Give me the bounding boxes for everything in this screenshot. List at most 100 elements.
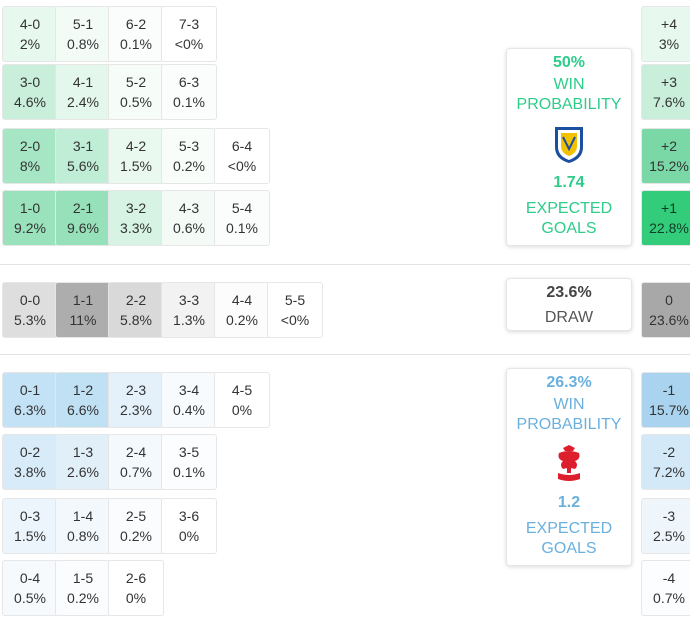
scoreline-cell[interactable]: 5-5 <0% — [267, 282, 323, 338]
scoreline-cell[interactable]: 6-4 <0% — [214, 128, 270, 184]
scoreline-cell[interactable]: 6-2 0.1% — [108, 6, 164, 62]
scoreline-cell[interactable]: 2-1 9.6% — [55, 190, 111, 246]
scoreline-cell-probability: 0.5% — [120, 94, 152, 110]
scoreline-cell-label: 0-4 — [19, 570, 41, 586]
scoreline-cell-label: 2-5 — [125, 508, 147, 524]
scoreline-cell[interactable]: 1-0 9.2% — [2, 190, 58, 246]
goal-margin-cell-probability: 7.2% — [653, 464, 685, 480]
goal-margin-cell[interactable]: +4 3% — [641, 6, 690, 62]
scoreline-cell-probability: 2.3% — [120, 402, 152, 418]
scoreline-cell-label: 3-3 — [178, 292, 200, 308]
scoreline-cell-label: 6-4 — [231, 138, 253, 154]
goal-margin-cell-label: +1 — [661, 200, 677, 216]
scoreline-cell[interactable]: 0-3 1.5% — [2, 498, 58, 554]
scoreline-cell-probability: 11% — [69, 312, 97, 328]
scoreline-cell[interactable]: 0-4 0.5% — [2, 560, 58, 616]
scoreline-cell[interactable]: 5-1 0.8% — [55, 6, 111, 62]
goal-margin-cell[interactable]: 0 23.6% — [641, 282, 690, 338]
scoreline-cell-label: 1-5 — [72, 570, 94, 586]
goal-margin-cell[interactable]: -3 2.5% — [641, 498, 690, 554]
goal-margin-cell-label: 0 — [665, 292, 673, 308]
goal-margin-cell[interactable]: +2 15.2% — [641, 128, 690, 184]
goal-margin-cell-probability: 22.8% — [649, 220, 689, 236]
scoreline-cell[interactable]: 1-4 0.8% — [55, 498, 111, 554]
scoreline-cell[interactable]: 0-0 5.3% — [2, 282, 58, 338]
goal-margin-cell[interactable]: +3 7.6% — [641, 64, 690, 120]
scoreline-cell-label: 5-1 — [72, 16, 94, 32]
scoreline-cell[interactable]: 2-6 0% — [108, 560, 164, 616]
scoreline-cell-label: 3-2 — [125, 200, 147, 216]
scoreline-cell[interactable]: 2-5 0.2% — [108, 498, 164, 554]
leeds-united-crest-icon — [555, 127, 583, 163]
home-win-card: 50% WIN PROBABILITY 1.74 EXPECTED GOALS — [506, 48, 632, 246]
scoreline-cell-label: 3-0 — [19, 74, 41, 90]
goal-margin-cell-label: -3 — [662, 508, 676, 524]
scoreline-cell[interactable]: 4-5 0% — [214, 372, 270, 428]
scoreline-cell[interactable]: 2-3 2.3% — [108, 372, 164, 428]
scoreline-cell-label: 6-3 — [178, 74, 200, 90]
scoreline-cell[interactable]: 3-5 0.1% — [161, 434, 217, 490]
scoreline-cell-probability: 0.1% — [120, 36, 152, 52]
scoreline-cell[interactable]: 5-2 0.5% — [108, 64, 164, 120]
away-win-percentage: 26.3% — [546, 374, 592, 391]
scoreline-cell[interactable]: 3-2 3.3% — [108, 190, 164, 246]
scoreline-cell[interactable]: 1-5 0.2% — [55, 560, 111, 616]
scoreline-cell[interactable]: 5-3 0.2% — [161, 128, 217, 184]
scoreline-cell-probability: 4.6% — [14, 94, 46, 110]
scoreline-cell-probability: 0.6% — [173, 220, 205, 236]
scoreline-cell-label: 5-5 — [284, 292, 306, 308]
scoreline-cell[interactable]: 0-2 3.8% — [2, 434, 58, 490]
goal-margin-cell-label: -1 — [662, 382, 676, 398]
scoreline-cell[interactable]: 2-4 0.7% — [108, 434, 164, 490]
scoreline-cell-probability: 2.4% — [67, 94, 99, 110]
goal-margin-cell[interactable]: -1 15.7% — [641, 372, 690, 428]
draw-label: DRAW — [544, 309, 594, 326]
scoreline-cell[interactable]: 3-0 4.6% — [2, 64, 58, 120]
scoreline-cell[interactable]: 4-0 2% — [2, 6, 58, 62]
scoreline-cell[interactable]: 1-2 6.6% — [55, 372, 111, 428]
scoreline-cell-label: 1-4 — [72, 508, 94, 524]
scoreline-cell[interactable]: 4-3 0.6% — [161, 190, 217, 246]
scoreline-cell[interactable]: 4-2 1.5% — [108, 128, 164, 184]
scoreline-cell[interactable]: 2-0 8% — [2, 128, 58, 184]
scoreline-cell-label: 4-5 — [231, 382, 253, 398]
home-expected-goals: 1.74 — [553, 174, 585, 191]
scoreline-cell-label: 1-0 — [19, 200, 41, 216]
scoreline-cell[interactable]: 4-1 2.4% — [55, 64, 111, 120]
goal-margin-cell-label: -4 — [662, 570, 676, 586]
nottingham-forest-crest-icon — [558, 445, 580, 481]
scoreline-cell-label: 3-4 — [178, 382, 200, 398]
scoreline-cell-probability: 0.4% — [173, 402, 205, 418]
scoreline-cell-label: 1-1 — [72, 292, 94, 308]
scoreline-cell-label: 1-2 — [72, 382, 94, 398]
scoreline-cell-label: 0-0 — [19, 292, 41, 308]
scoreline-cell-probability: 6.3% — [14, 402, 46, 418]
scoreline-cell-label: 4-0 — [19, 16, 41, 32]
scoreline-cell[interactable]: 3-3 1.3% — [161, 282, 217, 338]
goal-margin-cell[interactable]: +1 22.8% — [641, 190, 690, 246]
scoreline-cell-probability: <0% — [227, 158, 257, 174]
scoreline-cell[interactable]: 3-1 5.6% — [55, 128, 111, 184]
goal-margin-cell[interactable]: -4 0.7% — [641, 560, 690, 616]
scoreline-cell[interactable]: 2-2 5.8% — [108, 282, 164, 338]
scoreline-cell-probability: 0.5% — [14, 590, 46, 606]
scoreline-cell-probability: 6.6% — [67, 402, 99, 418]
scoreline-cell-label: 5-4 — [231, 200, 253, 216]
scoreline-cell[interactable]: 7-3 <0% — [161, 6, 217, 62]
scoreline-cell[interactable]: 0-1 6.3% — [2, 372, 58, 428]
scoreline-cell[interactable]: 1-3 2.6% — [55, 434, 111, 490]
scoreline-cell[interactable]: 6-3 0.1% — [161, 64, 217, 120]
goal-margin-cell-label: +2 — [661, 138, 677, 154]
scoreline-cell-label: 3-5 — [178, 444, 200, 460]
home-draw-divider — [0, 264, 690, 265]
scoreline-cell-label: 4-1 — [72, 74, 94, 90]
scoreline-cell[interactable]: 3-4 0.4% — [161, 372, 217, 428]
scoreline-cell-probability: 0.1% — [173, 94, 205, 110]
scoreline-cell[interactable]: 4-4 0.2% — [214, 282, 270, 338]
scoreline-cell[interactable]: 3-6 0% — [161, 498, 217, 554]
scoreline-cell-label: 0-3 — [19, 508, 41, 524]
scoreline-cell[interactable]: 5-4 0.1% — [214, 190, 270, 246]
goal-margin-cell[interactable]: -2 7.2% — [641, 434, 690, 490]
draw-percentage: 23.6% — [546, 284, 592, 301]
scoreline-cell[interactable]: 1-1 11% — [55, 282, 111, 338]
